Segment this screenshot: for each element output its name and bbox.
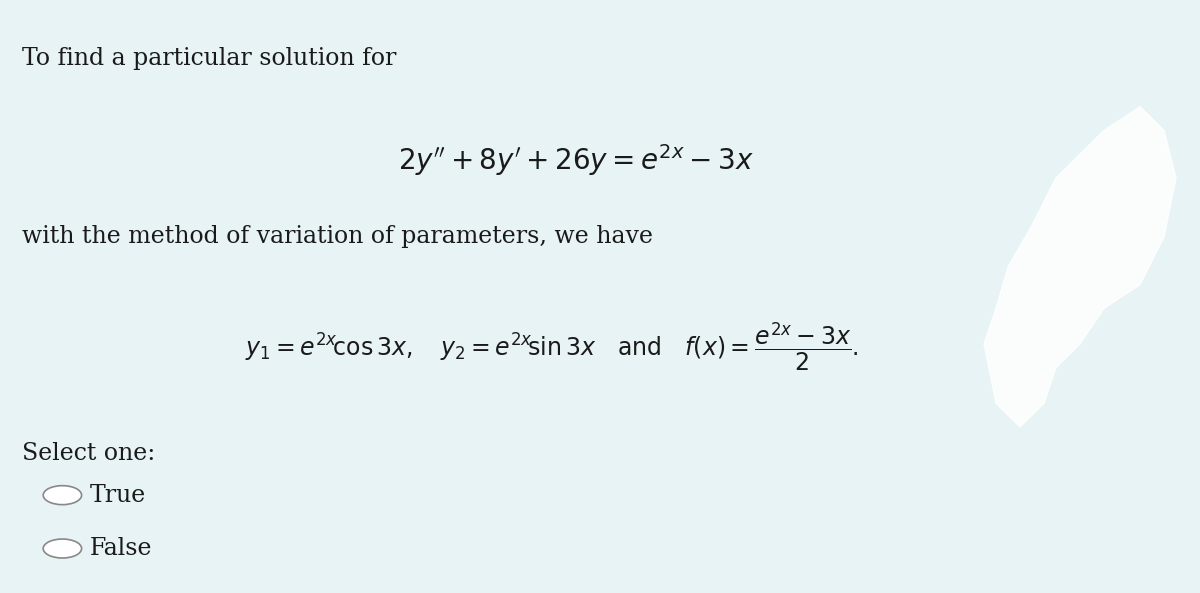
- Text: with the method of variation of parameters, we have: with the method of variation of paramete…: [22, 225, 653, 248]
- Text: True: True: [90, 484, 146, 506]
- Text: To find a particular solution for: To find a particular solution for: [22, 47, 396, 71]
- Text: Select one:: Select one:: [22, 442, 155, 465]
- Circle shape: [43, 539, 82, 558]
- Text: $2y'' + 8y' + 26y = e^{2x} - 3x$: $2y'' + 8y' + 26y = e^{2x} - 3x$: [398, 142, 754, 178]
- Polygon shape: [984, 107, 1176, 427]
- Circle shape: [43, 486, 82, 505]
- Text: $y_1 = e^{2x}\!\cos 3x, \quad y_2 = e^{2x}\!\sin 3x \quad \mathrm{and} \quad f(x: $y_1 = e^{2x}\!\cos 3x, \quad y_2 = e^{2…: [245, 320, 859, 373]
- Text: False: False: [90, 537, 152, 560]
